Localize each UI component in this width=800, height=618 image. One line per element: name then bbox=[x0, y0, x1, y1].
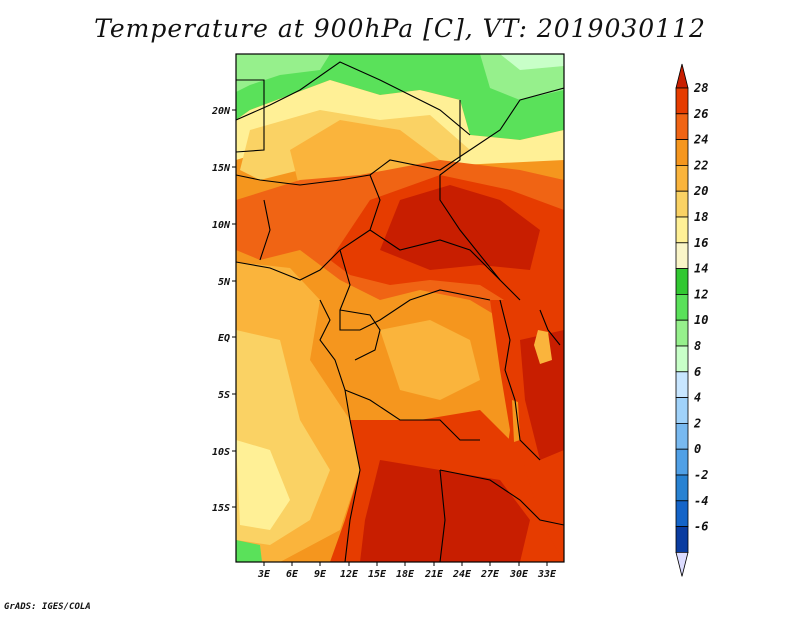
colorbar-swatch bbox=[675, 190, 689, 218]
colorbar-label: 24 bbox=[693, 133, 708, 147]
colorbar-label: 0 bbox=[694, 442, 701, 456]
lon-label: 27E bbox=[480, 569, 500, 580]
chart-title: Temperature at 900hPa [C], VT: 201903011… bbox=[94, 14, 706, 43]
longitude-ticks bbox=[263, 562, 548, 566]
colorbar-swatch bbox=[675, 371, 689, 398]
credit-text: GrADS: IGES/COLA bbox=[4, 602, 91, 612]
colorbar-swatch bbox=[675, 526, 689, 553]
colorbar-label: 2 bbox=[693, 416, 701, 430]
lon-label: 15E bbox=[368, 569, 387, 580]
colorbar-label: 4 bbox=[694, 391, 701, 405]
colorbar-label: -2 bbox=[694, 468, 708, 482]
colorbar-swatch bbox=[675, 216, 689, 244]
colorbar-swatch bbox=[675, 139, 689, 166]
colorbar-label: 6 bbox=[694, 365, 701, 379]
colorbar-swatch bbox=[675, 268, 689, 295]
colorbar-label: -4 bbox=[694, 494, 708, 508]
lat-label: EQ bbox=[218, 333, 230, 344]
colorbar-top-arrow bbox=[675, 63, 689, 89]
lon-label: 3E bbox=[257, 569, 271, 580]
longitude-labels: 3E 6E 9E 12E 15E 18E 21E 24E 27E 30E 33E bbox=[257, 569, 557, 580]
colorbar-label: -6 bbox=[694, 520, 708, 534]
temperature-field bbox=[236, 54, 564, 562]
colorbar-label: 26 bbox=[693, 107, 708, 121]
colorbar-swatch bbox=[675, 474, 689, 502]
colorbar-label: 14 bbox=[694, 262, 708, 276]
colorbar-label: 18 bbox=[694, 210, 708, 224]
colorbar-swatch bbox=[675, 87, 689, 115]
lon-label: 9E bbox=[314, 569, 327, 580]
map-frame bbox=[235, 53, 565, 563]
lat-label: 5S bbox=[218, 390, 230, 401]
colorbar-swatch bbox=[675, 164, 689, 192]
latitude-labels: 20N 15N 10N 5N EQ 5S 10S 15S bbox=[211, 106, 231, 514]
colorbar-swatch bbox=[675, 448, 689, 476]
colorbar-swatch bbox=[675, 293, 689, 321]
colorbar-label: 16 bbox=[694, 236, 708, 250]
colorbar-label: 12 bbox=[694, 287, 708, 301]
colorbar-label: 10 bbox=[694, 313, 708, 327]
colorbar-label: 22 bbox=[693, 158, 708, 172]
lat-label: 20N bbox=[211, 106, 231, 117]
lon-label: 30E bbox=[509, 569, 529, 580]
lat-label: 15S bbox=[212, 503, 230, 514]
colorbar-label: 28 bbox=[693, 81, 708, 95]
lon-label: 24E bbox=[452, 569, 472, 580]
colorbar-swatch bbox=[675, 397, 689, 424]
colorbar-swatch bbox=[675, 113, 689, 141]
colorbar-label: 8 bbox=[694, 339, 701, 353]
colorbar-bottom-arrow bbox=[675, 552, 689, 577]
lon-label: 33E bbox=[537, 569, 557, 580]
lat-label: 15N bbox=[212, 163, 231, 174]
colorbar-swatch bbox=[675, 242, 689, 270]
lat-label: 10N bbox=[212, 220, 231, 231]
colorbar-swatch bbox=[675, 422, 689, 450]
country-borders bbox=[236, 61, 564, 562]
lat-label: 5N bbox=[218, 277, 231, 288]
colorbar-label: 20 bbox=[693, 184, 708, 198]
colorbar-swatch bbox=[675, 345, 689, 373]
lon-label: 18E bbox=[396, 569, 415, 580]
colorbar-swatch bbox=[675, 500, 689, 527]
lon-label: 12E bbox=[340, 569, 359, 580]
latitude-ticks bbox=[232, 109, 236, 508]
lon-label: 21E bbox=[424, 569, 444, 580]
lat-label: 10S bbox=[212, 447, 230, 458]
colorbar-swatch bbox=[675, 319, 689, 347]
lon-label: 6E bbox=[286, 569, 299, 580]
